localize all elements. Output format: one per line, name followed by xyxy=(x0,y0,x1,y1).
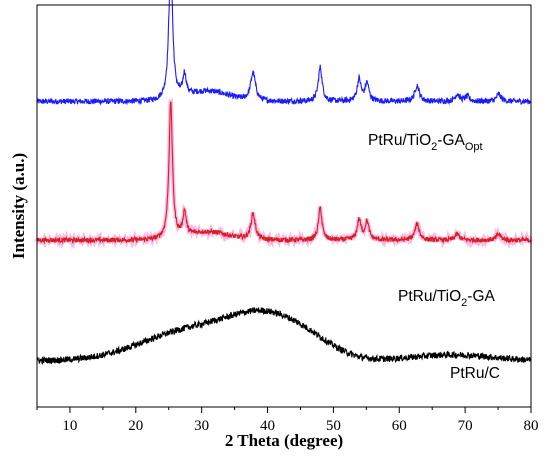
x-tick-label: 50 xyxy=(326,418,341,434)
series-line-2 xyxy=(36,306,532,366)
x-tick-label: 30 xyxy=(194,418,209,434)
x-tick-label: 70 xyxy=(458,418,473,434)
series-label-0: PtRu/TiO2-GAOpt xyxy=(368,132,483,153)
series-line-0 xyxy=(36,0,532,106)
series-label-2: PtRu/C xyxy=(450,365,500,382)
series-line-1 xyxy=(36,101,532,245)
x-tick-label: 80 xyxy=(524,418,539,434)
plot-frame xyxy=(36,4,532,408)
series-shadow-1 xyxy=(35,97,533,250)
series-curves xyxy=(35,0,533,366)
y-axis-title: Intensity (a.u.) xyxy=(9,153,28,259)
x-axis-title: 2 Theta (degree) xyxy=(225,431,343,450)
x-tick-label: 40 xyxy=(260,418,275,434)
x-axis-ticks: 10 20 30 40 50 60 70 80 xyxy=(36,407,539,434)
x-tick-label: 10 xyxy=(62,418,77,434)
x-tick-label: 20 xyxy=(128,418,143,434)
series-label-1: PtRu/TiO2-GA xyxy=(398,288,496,309)
x-tick-label: 60 xyxy=(392,418,407,434)
series-labels: PtRu/TiO2-GAOpt PtRu/TiO2-GA PtRu/C xyxy=(368,132,500,382)
